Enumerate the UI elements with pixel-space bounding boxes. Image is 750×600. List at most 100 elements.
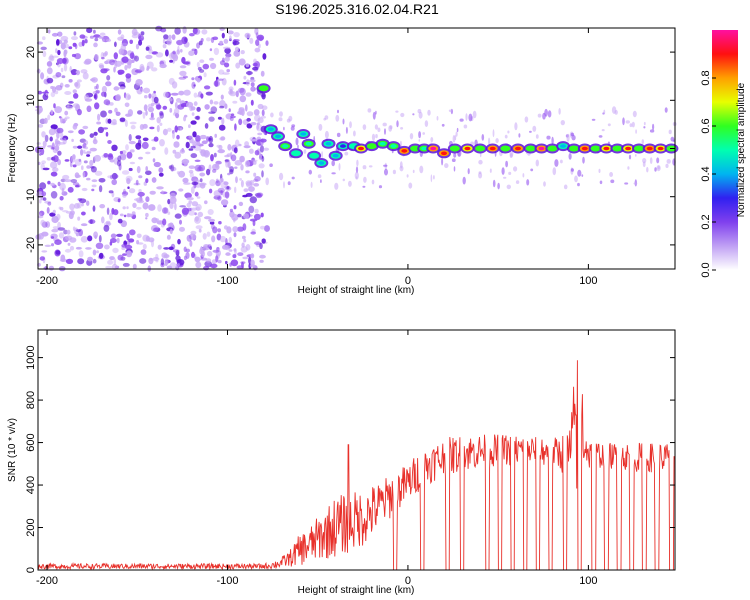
noise-blob <box>54 145 60 152</box>
faint-point <box>318 123 323 131</box>
noise-blob <box>49 136 53 142</box>
faint-point <box>478 172 483 179</box>
noise-blob <box>182 75 188 79</box>
noise-blob <box>234 186 237 193</box>
noise-blob <box>74 82 79 87</box>
noise-blob <box>235 62 241 69</box>
faint-point <box>400 127 404 130</box>
noise-blob <box>262 53 267 60</box>
noise-blob <box>79 34 86 39</box>
noise-blob <box>36 142 41 145</box>
faint-point <box>628 154 632 160</box>
noise-blob <box>157 244 162 250</box>
noise-blob <box>240 180 244 188</box>
noise-blob <box>202 63 210 70</box>
noise-blob <box>41 250 48 253</box>
noise-blob <box>56 39 60 46</box>
noise-blob <box>248 205 255 214</box>
noise-blob <box>126 213 131 218</box>
noise-blob <box>234 139 240 148</box>
faint-point <box>497 182 500 190</box>
noise-blob <box>238 107 245 113</box>
noise-blob <box>179 127 183 131</box>
noise-blob <box>98 235 102 243</box>
noise-blob <box>86 105 92 113</box>
noise-blob <box>258 163 265 169</box>
noise-blob <box>192 141 198 147</box>
noise-blob <box>223 38 229 44</box>
noise-blob <box>107 118 112 124</box>
noise-blob <box>145 46 150 51</box>
noise-blob <box>121 56 129 63</box>
noise-blob <box>86 165 91 169</box>
noise-blob <box>260 138 267 143</box>
noise-blob <box>160 258 165 266</box>
faint-point <box>355 166 359 174</box>
noise-blob <box>132 202 137 208</box>
noise-blob <box>105 265 113 269</box>
noise-blob <box>215 163 219 168</box>
noise-blob <box>246 123 253 129</box>
noise-blob <box>162 105 168 110</box>
faint-point <box>632 110 637 118</box>
noise-blob <box>121 244 127 248</box>
noise-blob <box>237 111 242 115</box>
noise-blob <box>238 118 243 126</box>
faint-point <box>378 185 383 189</box>
noise-blob <box>226 226 232 234</box>
noise-blob <box>109 102 114 106</box>
noise-blob <box>145 170 152 176</box>
noise-blob <box>42 140 47 147</box>
noise-blob <box>235 176 238 184</box>
faint-point <box>362 124 367 130</box>
noise-blob <box>192 27 198 35</box>
faint-point <box>543 181 546 187</box>
noise-blob <box>51 243 54 247</box>
noise-blob <box>252 66 259 71</box>
noise-blob <box>201 29 208 35</box>
noise-blob <box>93 131 98 136</box>
noise-blob <box>109 159 115 163</box>
noise-blob <box>136 233 142 239</box>
noise-blob <box>84 146 89 150</box>
noise-blob <box>166 234 171 240</box>
noise-blob <box>260 225 265 230</box>
noise-blob <box>52 226 59 230</box>
noise-blob <box>89 133 95 138</box>
noise-blob <box>249 196 257 204</box>
noise-blob <box>128 140 136 145</box>
noise-blob <box>237 252 244 256</box>
noise-blob <box>249 79 256 83</box>
noise-blob <box>172 249 180 253</box>
noise-blob <box>167 211 171 215</box>
noise-blob <box>78 158 82 162</box>
noise-blob <box>75 184 81 188</box>
noise-blob <box>60 35 69 42</box>
noise-blob <box>176 98 182 103</box>
noise-blob <box>181 56 186 64</box>
noise-blob <box>260 212 264 218</box>
faint-point <box>335 114 340 122</box>
noise-blob <box>105 81 112 87</box>
noise-blob <box>203 85 211 90</box>
noise-blob <box>82 72 89 80</box>
noise-blob <box>220 180 228 189</box>
noise-blob <box>228 236 232 244</box>
faint-point <box>489 168 492 173</box>
faint-point <box>374 124 378 130</box>
noise-blob <box>226 69 230 73</box>
noise-blob <box>255 193 263 199</box>
noise-blob <box>140 249 147 255</box>
noise-blob <box>253 183 260 187</box>
noise-blob <box>135 43 140 50</box>
noise-blob <box>179 226 185 232</box>
noise-blob <box>214 80 219 87</box>
noise-blob <box>136 166 141 174</box>
noise-blob <box>127 186 130 189</box>
faint-point <box>631 121 635 128</box>
noise-blob <box>43 197 47 201</box>
noise-blob <box>199 69 205 73</box>
noise-blob <box>107 259 114 265</box>
signal-trace <box>256 83 679 168</box>
noise-blob <box>69 245 75 251</box>
